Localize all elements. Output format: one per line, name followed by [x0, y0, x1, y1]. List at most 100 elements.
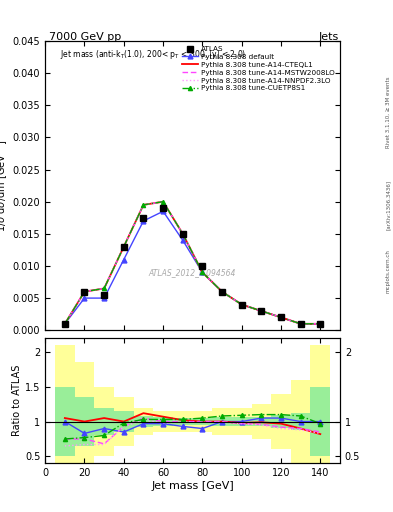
Pythia 8.308 tune-A14-MSTW2008LO	[102, 285, 107, 291]
Pythia 8.308 tune-CUETP8S1	[279, 314, 283, 321]
Pythia 8.308 tune-A14-NNPDF2.3LO	[161, 199, 165, 205]
Pythia 8.308 tune-A14-CTEQL1	[200, 269, 205, 275]
Pythia 8.308 tune-CUETP8S1	[259, 308, 264, 314]
Pythia 8.308 tune-CUETP8S1	[220, 289, 224, 295]
Text: ATLAS_2012_I1094564: ATLAS_2012_I1094564	[149, 268, 236, 277]
Pythia 8.308 tune-CUETP8S1	[62, 321, 67, 327]
ATLAS	[298, 321, 303, 327]
Pythia 8.308 tune-A14-NNPDF2.3LO	[259, 308, 264, 314]
Pythia 8.308 default	[82, 295, 87, 301]
Pythia 8.308 default	[318, 321, 323, 327]
Pythia 8.308 tune-A14-NNPDF2.3LO	[318, 321, 323, 327]
Pythia 8.308 tune-CUETP8S1	[82, 289, 87, 295]
Legend: ATLAS, Pythia 8.308 default, Pythia 8.308 tune-A14-CTEQL1, Pythia 8.308 tune-A14: ATLAS, Pythia 8.308 default, Pythia 8.30…	[180, 45, 336, 93]
Pythia 8.308 tune-A14-CTEQL1	[220, 289, 224, 295]
Line: Pythia 8.308 tune-A14-CTEQL1: Pythia 8.308 tune-A14-CTEQL1	[65, 202, 320, 324]
Pythia 8.308 tune-CUETP8S1	[161, 199, 165, 205]
ATLAS	[180, 231, 185, 237]
Pythia 8.308 default	[298, 321, 303, 327]
Pythia 8.308 default	[279, 314, 283, 321]
Pythia 8.308 tune-A14-CTEQL1	[82, 289, 87, 295]
Pythia 8.308 default	[220, 289, 224, 295]
Pythia 8.308 tune-A14-NNPDF2.3LO	[279, 314, 283, 321]
ATLAS	[82, 289, 87, 295]
ATLAS	[102, 292, 107, 298]
Pythia 8.308 default	[161, 208, 165, 215]
Pythia 8.308 default	[239, 302, 244, 308]
ATLAS	[279, 314, 283, 321]
X-axis label: Jet mass [GeV]: Jet mass [GeV]	[151, 481, 234, 491]
ATLAS	[141, 215, 146, 221]
Pythia 8.308 tune-A14-NNPDF2.3LO	[82, 289, 87, 295]
Line: Pythia 8.308 tune-A14-NNPDF2.3LO: Pythia 8.308 tune-A14-NNPDF2.3LO	[65, 202, 320, 324]
Pythia 8.308 tune-A14-CTEQL1	[259, 308, 264, 314]
Pythia 8.308 tune-CUETP8S1	[180, 231, 185, 237]
Pythia 8.308 tune-A14-NNPDF2.3LO	[121, 244, 126, 250]
ATLAS	[121, 244, 126, 250]
Pythia 8.308 default	[180, 237, 185, 243]
Pythia 8.308 tune-A14-MSTW2008LO	[141, 202, 146, 208]
Pythia 8.308 tune-A14-CTEQL1	[161, 199, 165, 205]
Pythia 8.308 tune-A14-NNPDF2.3LO	[141, 202, 146, 208]
Pythia 8.308 tune-A14-CTEQL1	[318, 321, 323, 327]
Pythia 8.308 tune-CUETP8S1	[141, 202, 146, 208]
Pythia 8.308 tune-A14-NNPDF2.3LO	[220, 289, 224, 295]
Text: mcplots.cern.ch: mcplots.cern.ch	[386, 249, 391, 293]
Pythia 8.308 tune-A14-MSTW2008LO	[82, 289, 87, 295]
Pythia 8.308 tune-A14-MSTW2008LO	[62, 321, 67, 327]
Pythia 8.308 tune-A14-NNPDF2.3LO	[102, 285, 107, 291]
Line: Pythia 8.308 tune-A14-MSTW2008LO: Pythia 8.308 tune-A14-MSTW2008LO	[65, 202, 320, 324]
Pythia 8.308 tune-A14-MSTW2008LO	[279, 314, 283, 321]
Pythia 8.308 tune-A14-MSTW2008LO	[121, 244, 126, 250]
Pythia 8.308 tune-A14-CTEQL1	[180, 231, 185, 237]
Pythia 8.308 tune-A14-MSTW2008LO	[298, 321, 303, 327]
Pythia 8.308 tune-A14-NNPDF2.3LO	[62, 321, 67, 327]
Pythia 8.308 tune-CUETP8S1	[121, 244, 126, 250]
ATLAS	[259, 308, 264, 314]
Pythia 8.308 default	[259, 308, 264, 314]
Pythia 8.308 tune-A14-MSTW2008LO	[239, 302, 244, 308]
Pythia 8.308 tune-A14-MSTW2008LO	[259, 308, 264, 314]
Text: Jets: Jets	[318, 32, 339, 42]
Y-axis label: Ratio to ATLAS: Ratio to ATLAS	[12, 365, 22, 436]
Pythia 8.308 tune-A14-CTEQL1	[279, 314, 283, 321]
Pythia 8.308 tune-A14-NNPDF2.3LO	[298, 321, 303, 327]
Pythia 8.308 default	[102, 295, 107, 301]
Pythia 8.308 tune-A14-CTEQL1	[102, 285, 107, 291]
Pythia 8.308 default	[62, 321, 67, 327]
Pythia 8.308 default	[141, 218, 146, 224]
Pythia 8.308 tune-A14-MSTW2008LO	[200, 269, 205, 275]
Pythia 8.308 tune-A14-NNPDF2.3LO	[200, 269, 205, 275]
Pythia 8.308 tune-CUETP8S1	[318, 321, 323, 327]
Text: [arXiv:1306.3436]: [arXiv:1306.3436]	[386, 180, 391, 230]
Pythia 8.308 tune-A14-CTEQL1	[298, 321, 303, 327]
Pythia 8.308 tune-A14-CTEQL1	[62, 321, 67, 327]
Pythia 8.308 default	[200, 269, 205, 275]
Pythia 8.308 tune-A14-CTEQL1	[239, 302, 244, 308]
ATLAS	[220, 289, 224, 295]
Pythia 8.308 tune-A14-MSTW2008LO	[220, 289, 224, 295]
Pythia 8.308 tune-A14-MSTW2008LO	[161, 199, 165, 205]
Pythia 8.308 tune-CUETP8S1	[102, 285, 107, 291]
ATLAS	[62, 321, 67, 327]
ATLAS	[200, 263, 205, 269]
Y-axis label: 1/$\sigma$ d$\sigma$/dm [GeV$^{-1}$]: 1/$\sigma$ d$\sigma$/dm [GeV$^{-1}$]	[0, 139, 10, 232]
Line: Pythia 8.308 default: Pythia 8.308 default	[62, 209, 323, 326]
Pythia 8.308 tune-CUETP8S1	[200, 269, 205, 275]
ATLAS	[318, 321, 323, 327]
Pythia 8.308 default	[121, 257, 126, 263]
Line: ATLAS: ATLAS	[62, 205, 323, 327]
Text: Rivet 3.1.10, ≥ 3M events: Rivet 3.1.10, ≥ 3M events	[386, 77, 391, 148]
Text: Jet mass (anti-k$_\mathregular{T}$(1.0), 200< p$_\mathregular{T}$ < 300, |y| < 2: Jet mass (anti-k$_\mathregular{T}$(1.0),…	[60, 48, 246, 61]
ATLAS	[161, 205, 165, 211]
ATLAS	[239, 302, 244, 308]
Line: Pythia 8.308 tune-CUETP8S1: Pythia 8.308 tune-CUETP8S1	[63, 200, 322, 326]
Pythia 8.308 tune-CUETP8S1	[298, 321, 303, 327]
Pythia 8.308 tune-A14-CTEQL1	[121, 244, 126, 250]
Pythia 8.308 tune-A14-NNPDF2.3LO	[180, 231, 185, 237]
Pythia 8.308 tune-CUETP8S1	[239, 302, 244, 308]
Text: 7000 GeV pp: 7000 GeV pp	[49, 32, 121, 42]
Pythia 8.308 tune-A14-MSTW2008LO	[318, 321, 323, 327]
Pythia 8.308 tune-A14-MSTW2008LO	[180, 231, 185, 237]
Pythia 8.308 tune-A14-CTEQL1	[141, 202, 146, 208]
